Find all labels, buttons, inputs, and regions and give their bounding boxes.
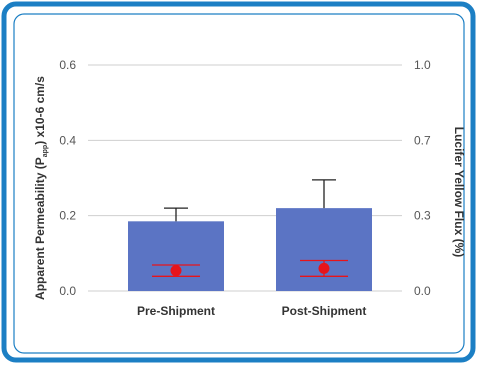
frame-border-inner: [13, 13, 465, 354]
left-tick-label: 0.6: [59, 58, 76, 72]
left-axis-title: Apparent Permeability (Papp) x10-6 cm/s: [33, 76, 49, 300]
left-tick-label: 0.0: [59, 284, 76, 298]
right-axis-ticks: 0.0 0.3 0.7 1.0: [414, 58, 431, 298]
bars: [128, 179, 372, 291]
right-tick-label: 0.3: [414, 209, 431, 223]
category-labels: Pre-Shipment Post-Shipment: [137, 304, 366, 318]
left-axis-title-prefix: Apparent Permeability (P: [33, 157, 47, 300]
category-label: Pre-Shipment: [137, 304, 215, 318]
left-tick-label: 0.4: [59, 133, 76, 147]
category-label: Post-Shipment: [282, 304, 367, 318]
left-tick-label: 0.2: [59, 209, 76, 223]
left-axis-title-sub: app: [42, 145, 49, 157]
right-axis-title: Lucifer Yellow Flux (%): [452, 127, 466, 257]
left-axis-ticks: 0.0 0.2 0.4 0.6: [59, 58, 76, 298]
right-tick-label: 0.0: [414, 284, 431, 298]
data-point: [170, 265, 182, 277]
bar: [276, 208, 372, 291]
bar: [128, 221, 224, 291]
right-tick-label: 0.7: [414, 133, 431, 147]
left-axis-title-suffix: ) x10-6 cm/s: [33, 76, 47, 145]
data-point: [318, 262, 330, 274]
right-tick-label: 1.0: [414, 58, 431, 72]
points: [152, 259, 348, 277]
